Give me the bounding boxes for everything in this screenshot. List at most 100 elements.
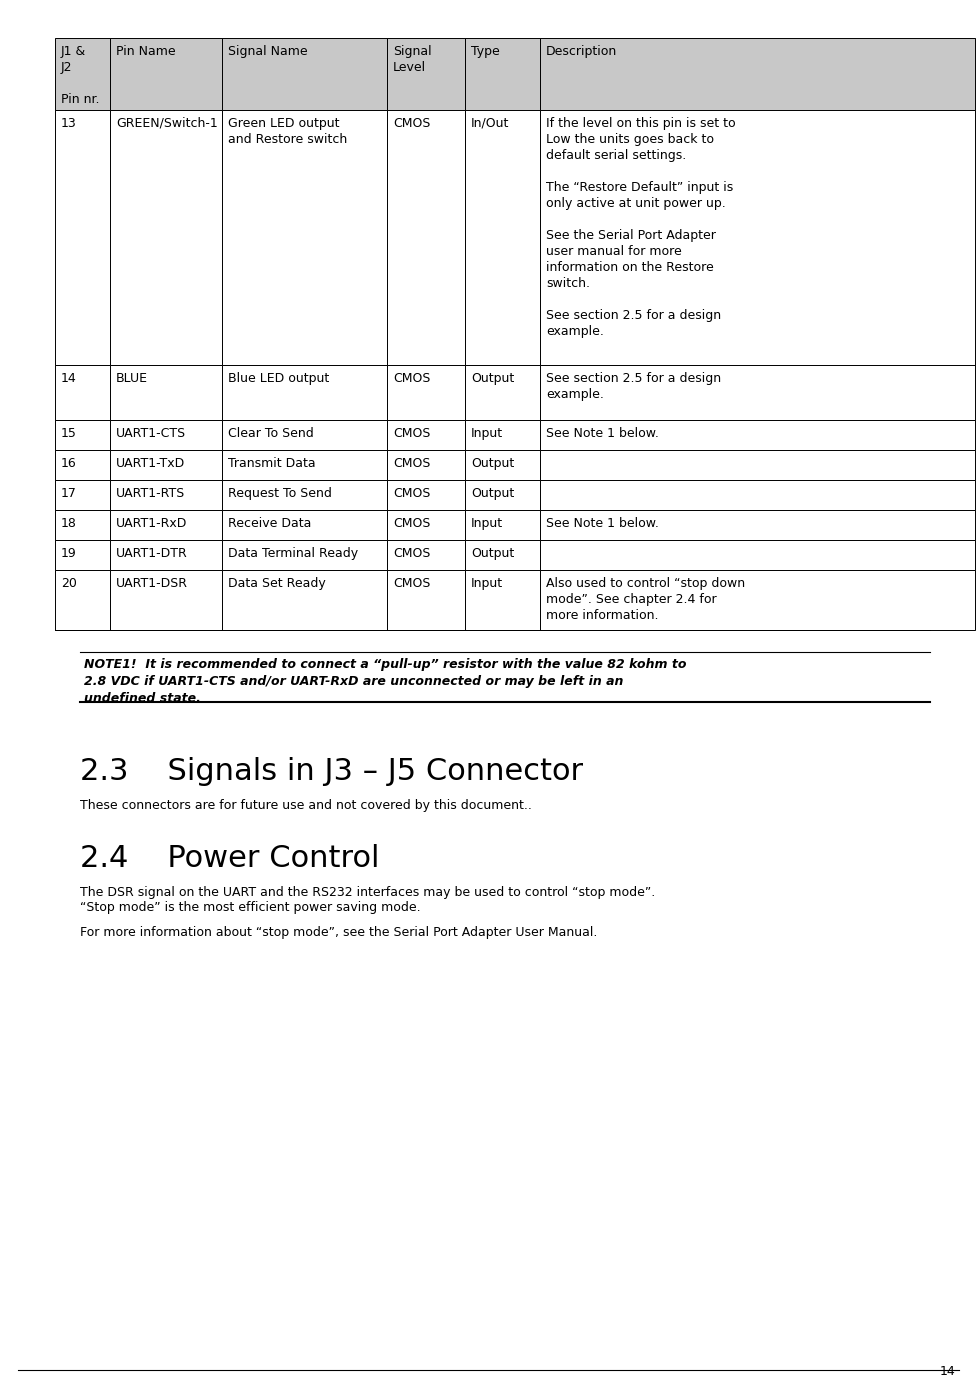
Bar	[465, 509, 540, 540]
Bar	[222, 421, 387, 450]
Bar	[222, 37, 387, 110]
Text: UART1-CTS: UART1-CTS	[116, 428, 187, 440]
Bar	[465, 480, 540, 509]
Text: Type: Type	[471, 44, 500, 58]
Bar	[540, 110, 975, 365]
Bar	[110, 365, 222, 421]
Bar	[465, 421, 540, 450]
Text: Receive Data: Receive Data	[228, 516, 312, 530]
Bar	[387, 365, 465, 421]
Text: Output: Output	[471, 372, 514, 384]
Bar	[222, 480, 387, 509]
Bar	[110, 421, 222, 450]
Bar	[465, 37, 540, 110]
Bar	[387, 450, 465, 480]
Bar	[465, 110, 540, 365]
Text: Request To Send: Request To Send	[228, 487, 332, 500]
Text: J1 &
J2

Pin nr.: J1 & J2 Pin nr.	[61, 44, 100, 105]
Text: CMOS: CMOS	[393, 516, 431, 530]
Bar	[465, 450, 540, 480]
Text: Input: Input	[471, 428, 503, 440]
Text: Data Set Ready: Data Set Ready	[228, 577, 325, 590]
Text: See section 2.5 for a design
example.: See section 2.5 for a design example.	[546, 372, 721, 401]
Text: Pin Name: Pin Name	[116, 44, 176, 58]
Bar	[110, 37, 222, 110]
Bar	[540, 365, 975, 421]
Bar	[222, 540, 387, 570]
Bar	[387, 480, 465, 509]
Text: 15: 15	[61, 428, 77, 440]
Text: Signal
Level: Signal Level	[393, 44, 432, 74]
Bar	[55, 365, 110, 421]
Bar	[222, 365, 387, 421]
Text: If the level on this pin is set to
Low the units goes back to
default serial set: If the level on this pin is set to Low t…	[546, 117, 736, 339]
Bar	[55, 570, 110, 630]
Bar	[387, 570, 465, 630]
Text: UART1-DTR: UART1-DTR	[116, 547, 188, 559]
Bar	[55, 110, 110, 365]
Text: CMOS: CMOS	[393, 117, 431, 130]
Text: Transmit Data: Transmit Data	[228, 457, 316, 471]
Bar	[540, 37, 975, 110]
Text: Input: Input	[471, 516, 503, 530]
Bar	[110, 480, 222, 509]
Bar	[540, 509, 975, 540]
Text: NOTE1!  It is recommended to connect a “pull-up” resistor with the value 82 kohm: NOTE1! It is recommended to connect a “p…	[84, 658, 687, 705]
Text: For more information about “stop mode”, see the Serial Port Adapter User Manual.: For more information about “stop mode”, …	[80, 926, 597, 940]
Text: 16: 16	[61, 457, 77, 471]
Text: See Note 1 below.: See Note 1 below.	[546, 516, 658, 530]
Text: 14: 14	[939, 1364, 955, 1378]
Text: See Note 1 below.: See Note 1 below.	[546, 428, 658, 440]
Text: CMOS: CMOS	[393, 428, 431, 440]
Text: CMOS: CMOS	[393, 487, 431, 500]
Bar	[387, 509, 465, 540]
Text: Output: Output	[471, 547, 514, 559]
Bar	[55, 450, 110, 480]
Bar	[540, 540, 975, 570]
Bar	[540, 480, 975, 509]
Text: Blue LED output: Blue LED output	[228, 372, 329, 384]
Text: 19: 19	[61, 547, 77, 559]
Text: Output: Output	[471, 457, 514, 471]
Text: UART1-TxD: UART1-TxD	[116, 457, 186, 471]
Text: Signal Name: Signal Name	[228, 44, 308, 58]
Text: CMOS: CMOS	[393, 372, 431, 384]
Text: Output: Output	[471, 487, 514, 500]
Bar	[222, 110, 387, 365]
Text: In/Out: In/Out	[471, 117, 509, 130]
Bar	[222, 570, 387, 630]
Text: UART1-DSR: UART1-DSR	[116, 577, 188, 590]
Bar	[110, 570, 222, 630]
Bar	[55, 480, 110, 509]
Text: 2.4    Power Control: 2.4 Power Control	[80, 844, 379, 873]
Bar	[465, 365, 540, 421]
Text: 20: 20	[61, 577, 77, 590]
Bar	[540, 450, 975, 480]
Text: UART1-RTS: UART1-RTS	[116, 487, 186, 500]
Bar	[387, 37, 465, 110]
Text: Also used to control “stop down
mode”. See chapter 2.4 for
more information.: Also used to control “stop down mode”. S…	[546, 577, 745, 622]
Bar	[387, 110, 465, 365]
Bar	[465, 540, 540, 570]
Text: CMOS: CMOS	[393, 547, 431, 559]
Bar	[110, 540, 222, 570]
Bar	[222, 509, 387, 540]
Bar	[110, 509, 222, 540]
Text: BLUE: BLUE	[116, 372, 148, 384]
Text: 14: 14	[61, 372, 77, 384]
Text: 17: 17	[61, 487, 77, 500]
Bar	[55, 37, 110, 110]
Bar	[387, 540, 465, 570]
Text: CMOS: CMOS	[393, 577, 431, 590]
Bar	[110, 110, 222, 365]
Text: UART1-RxD: UART1-RxD	[116, 516, 188, 530]
Text: 2.3    Signals in J3 – J5 Connector: 2.3 Signals in J3 – J5 Connector	[80, 756, 583, 786]
Bar	[55, 421, 110, 450]
Text: 13: 13	[61, 117, 77, 130]
Bar	[55, 509, 110, 540]
Text: Description: Description	[546, 44, 617, 58]
Text: Input: Input	[471, 577, 503, 590]
Text: The DSR signal on the UART and the RS232 interfaces may be used to control “stop: The DSR signal on the UART and the RS232…	[80, 886, 656, 915]
Text: These connectors are for future use and not covered by this document..: These connectors are for future use and …	[80, 799, 531, 812]
Bar	[387, 421, 465, 450]
